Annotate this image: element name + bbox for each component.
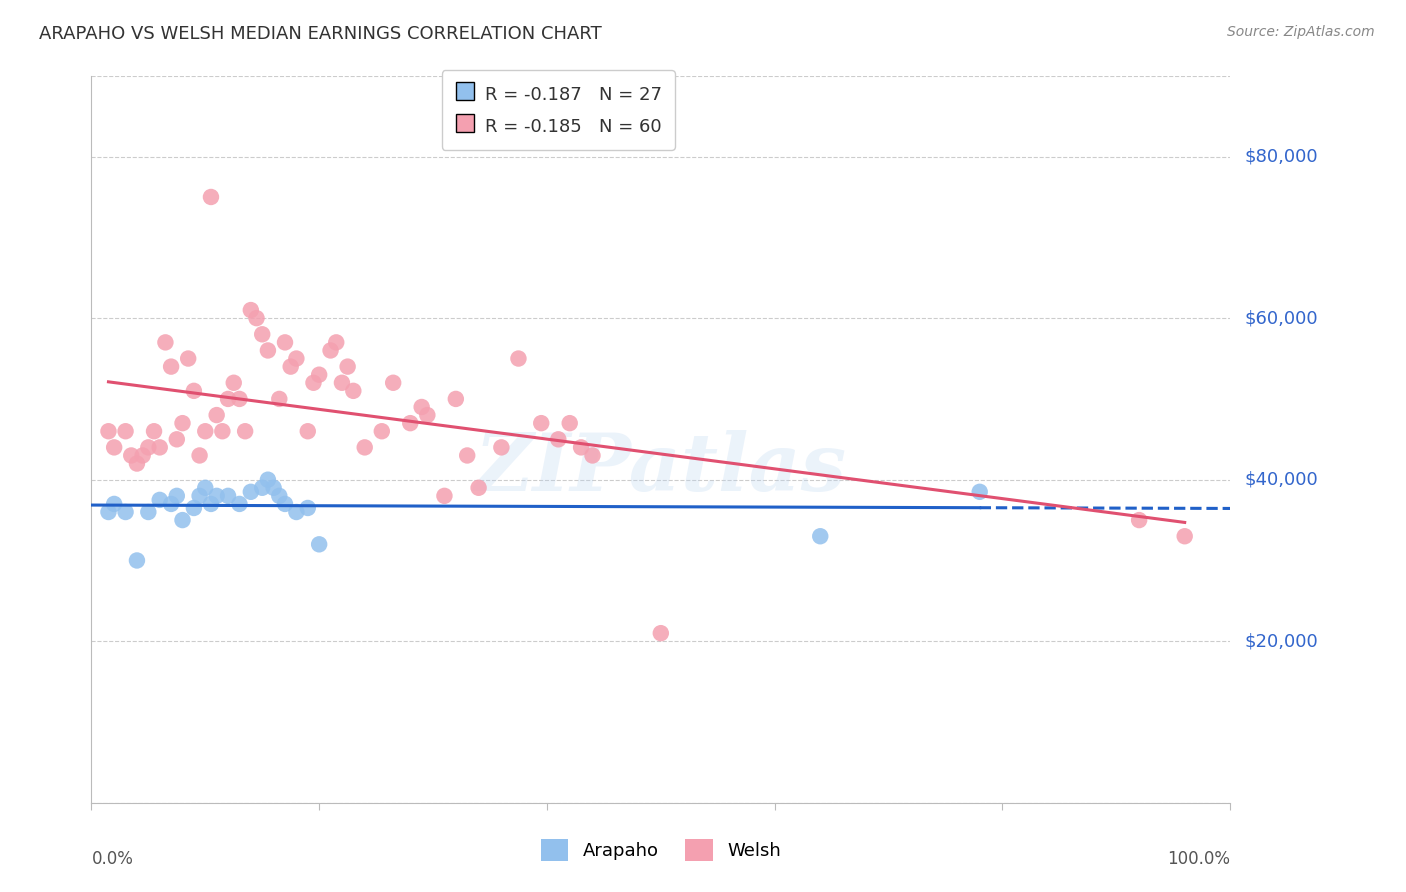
Point xyxy=(103,497,125,511)
Point xyxy=(581,449,603,463)
Point xyxy=(257,473,280,487)
Point xyxy=(411,400,433,414)
Point xyxy=(336,359,359,374)
Text: ZIPatlas: ZIPatlas xyxy=(475,430,846,508)
Point xyxy=(371,424,394,438)
Point xyxy=(149,441,172,455)
Point xyxy=(239,303,262,318)
Point xyxy=(245,311,267,326)
Point xyxy=(274,497,297,511)
Point xyxy=(650,626,672,640)
Point xyxy=(205,489,228,503)
Point xyxy=(274,335,297,350)
Point xyxy=(222,376,245,390)
Point xyxy=(433,489,456,503)
Point xyxy=(297,500,319,515)
Point xyxy=(194,424,217,438)
Point xyxy=(1174,529,1197,543)
Point xyxy=(239,484,262,499)
Point xyxy=(166,432,188,446)
Point xyxy=(200,190,222,204)
Point xyxy=(125,553,148,567)
Point xyxy=(558,416,581,430)
Point xyxy=(285,351,308,366)
Point xyxy=(183,384,205,398)
Point xyxy=(250,327,273,342)
Point xyxy=(172,416,194,430)
Point xyxy=(302,376,325,390)
Point xyxy=(138,441,160,455)
Point xyxy=(263,481,285,495)
Point xyxy=(269,392,291,406)
Point xyxy=(416,408,439,422)
Point xyxy=(808,529,831,543)
Point xyxy=(330,376,353,390)
Point xyxy=(467,481,489,495)
Point xyxy=(285,505,308,519)
Point xyxy=(217,392,239,406)
Text: $40,000: $40,000 xyxy=(1244,471,1317,489)
Point xyxy=(138,505,160,519)
Point xyxy=(183,500,205,515)
Text: 0.0%: 0.0% xyxy=(91,850,134,868)
Point xyxy=(188,489,211,503)
Text: $20,000: $20,000 xyxy=(1244,632,1317,650)
Point xyxy=(233,424,256,438)
Point xyxy=(269,489,291,503)
Point xyxy=(120,449,142,463)
Point xyxy=(172,513,194,527)
Point xyxy=(166,489,188,503)
Point xyxy=(149,492,172,507)
Point xyxy=(569,441,592,455)
Point xyxy=(257,343,280,358)
Point xyxy=(97,505,120,519)
Point xyxy=(250,481,273,495)
Point xyxy=(382,376,405,390)
Point xyxy=(530,416,553,430)
Point xyxy=(97,424,120,438)
Legend: Arapaho, Welsh: Arapaho, Welsh xyxy=(529,826,793,874)
Text: Source: ZipAtlas.com: Source: ZipAtlas.com xyxy=(1227,25,1375,39)
Point xyxy=(297,424,319,438)
Point xyxy=(200,497,222,511)
Text: 100.0%: 100.0% xyxy=(1167,850,1230,868)
Point xyxy=(188,449,211,463)
Point xyxy=(399,416,422,430)
Point xyxy=(1128,513,1150,527)
Point xyxy=(160,359,183,374)
Point xyxy=(114,424,136,438)
Point xyxy=(342,384,364,398)
Point xyxy=(444,392,467,406)
Point xyxy=(205,408,228,422)
Point xyxy=(131,449,153,463)
Point xyxy=(280,359,302,374)
Point xyxy=(211,424,233,438)
Point xyxy=(508,351,530,366)
Point xyxy=(547,432,569,446)
Point xyxy=(353,441,375,455)
Point xyxy=(103,441,125,455)
Point xyxy=(319,343,342,358)
Point xyxy=(114,505,136,519)
Point xyxy=(456,449,478,463)
Point xyxy=(308,368,330,382)
Point xyxy=(228,392,250,406)
Point xyxy=(125,457,148,471)
Text: $60,000: $60,000 xyxy=(1244,310,1317,327)
Point xyxy=(177,351,200,366)
Text: $80,000: $80,000 xyxy=(1244,147,1317,166)
Point xyxy=(308,537,330,551)
Point xyxy=(969,484,991,499)
Point xyxy=(194,481,217,495)
Point xyxy=(155,335,177,350)
Point xyxy=(325,335,347,350)
Text: ARAPAHO VS WELSH MEDIAN EARNINGS CORRELATION CHART: ARAPAHO VS WELSH MEDIAN EARNINGS CORRELA… xyxy=(39,25,602,43)
Point xyxy=(160,497,183,511)
Point xyxy=(143,424,166,438)
Point xyxy=(228,497,250,511)
Point xyxy=(217,489,239,503)
Point xyxy=(491,441,513,455)
